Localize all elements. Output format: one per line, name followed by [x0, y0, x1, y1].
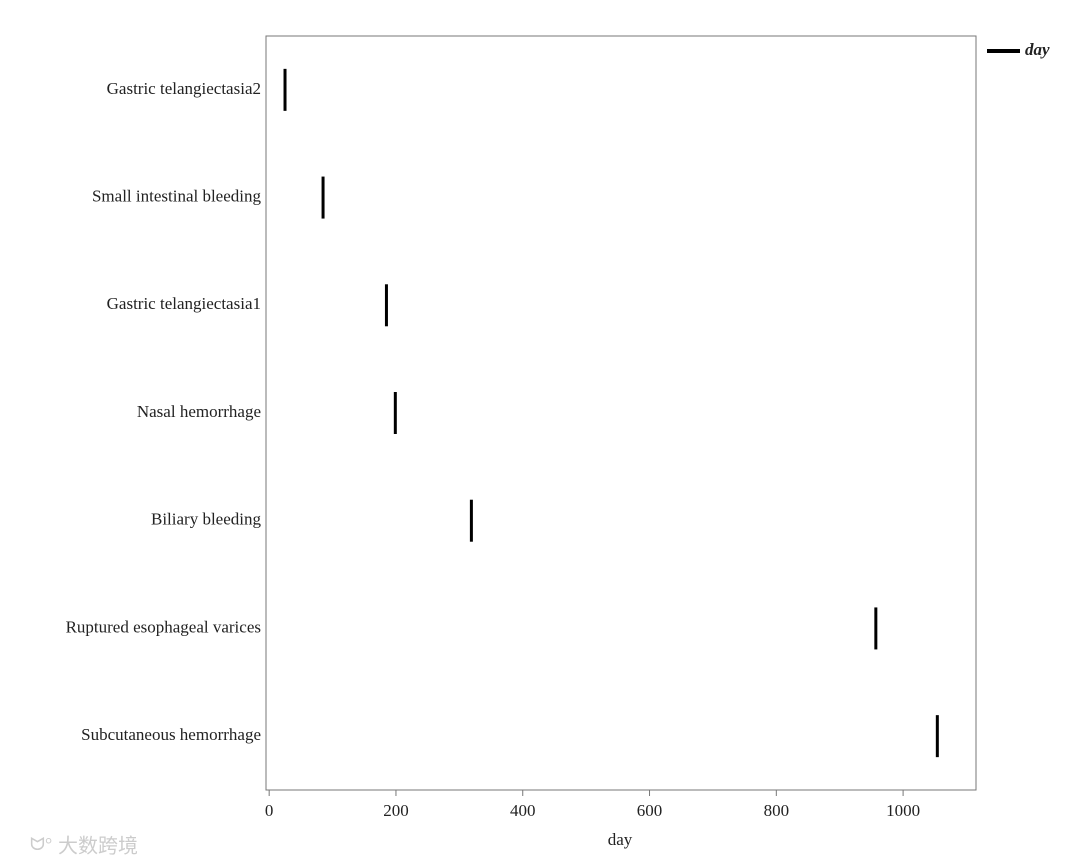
y-tick-label: Small intestinal bleeding — [92, 186, 262, 205]
legend-label: day — [1025, 40, 1050, 59]
y-tick-label: Nasal hemorrhage — [137, 402, 261, 421]
watermark: 大数跨境 — [58, 835, 138, 858]
y-tick-label: Ruptured esophageal varices — [66, 617, 261, 636]
y-tick-label: Gastric telangiectasia2 — [107, 79, 261, 98]
x-tick-label: 400 — [510, 801, 536, 820]
plot-frame — [265, 35, 977, 791]
x-tick-label: 0 — [265, 801, 274, 820]
x-tick-label: 200 — [383, 801, 409, 820]
x-tick-label: 600 — [637, 801, 663, 820]
y-tick-label: Biliary bleeding — [151, 510, 262, 529]
x-axis-label: day — [608, 830, 633, 849]
watermark-icon: ᗢ° — [30, 834, 52, 854]
x-tick-label: 800 — [764, 801, 790, 820]
y-tick-label: Subcutaneous hemorrhage — [81, 725, 261, 744]
y-tick-label: Gastric telangiectasia1 — [107, 294, 261, 313]
x-tick-label: 1000 — [886, 801, 920, 820]
